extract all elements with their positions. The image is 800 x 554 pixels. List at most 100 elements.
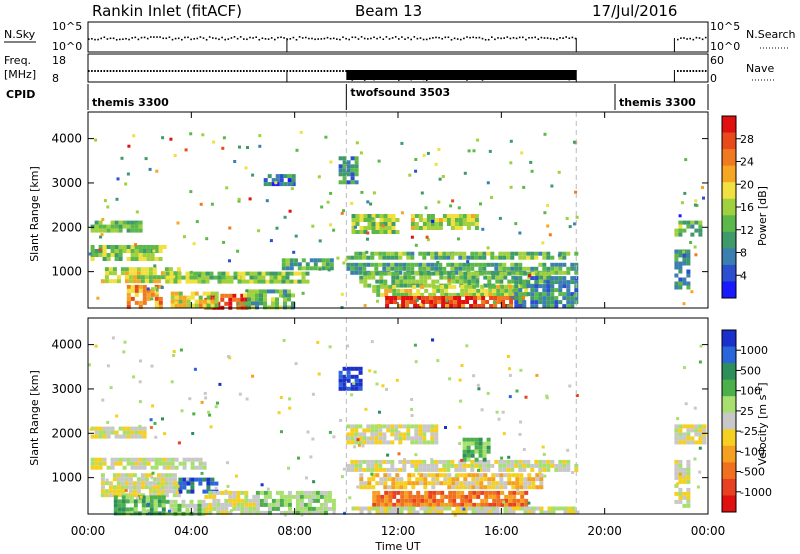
- power-cell: [138, 228, 143, 233]
- velocity-cell: [144, 485, 149, 490]
- power-cell: [138, 249, 143, 253]
- power-cell: [140, 271, 145, 276]
- power-cell: [277, 279, 282, 284]
- velocity-cell: [311, 510, 316, 515]
- nsky-point: [246, 38, 248, 41]
- nsky-point: [215, 37, 217, 40]
- power-cell: [148, 275, 153, 280]
- power-cell: [440, 292, 445, 297]
- power-cell: [277, 271, 282, 276]
- nsky-point: [311, 37, 313, 40]
- velocity-cell: [682, 424, 687, 429]
- velocity-cell: [380, 494, 385, 499]
- power-cell: [126, 224, 131, 229]
- velocity-cell: [160, 485, 165, 490]
- power-cell: [432, 284, 437, 289]
- velocity-cell: [534, 463, 539, 468]
- nsky-point: [342, 36, 344, 39]
- velocity-cell: [466, 445, 471, 450]
- velocity-cell: [350, 440, 355, 445]
- velocity-cell: [315, 494, 320, 499]
- velocity-cell: [531, 485, 536, 490]
- velocity-cell: [390, 424, 395, 429]
- power-cbar-swatch: [722, 132, 736, 150]
- power-speck: [248, 197, 252, 201]
- power-speck: [228, 259, 231, 263]
- velocity-cell: [514, 463, 519, 468]
- velocity-speck: [111, 336, 115, 340]
- power-cell: [261, 271, 266, 276]
- velocity-cell: [507, 510, 512, 515]
- power-speck: [148, 167, 152, 171]
- velocity-cell: [156, 489, 161, 494]
- freq-point: [187, 70, 189, 72]
- power-cell: [467, 271, 472, 276]
- power-cell: [514, 262, 519, 267]
- velocity-cell: [372, 494, 377, 499]
- velocity-cell: [459, 510, 464, 515]
- power-speck: [546, 204, 550, 207]
- velocity-cell: [236, 494, 241, 499]
- velocity-cell: [157, 499, 162, 504]
- velocity-cell: [358, 370, 363, 375]
- velocity-speck: [147, 502, 150, 506]
- power-cell: [474, 262, 479, 267]
- velocity-cell: [419, 481, 424, 486]
- velocity-cell: [406, 428, 411, 433]
- velocity-speck: [486, 391, 490, 395]
- nsearch-tick-bottom: 10^0: [710, 40, 740, 53]
- power-cell: [566, 251, 571, 256]
- power-cell: [202, 299, 207, 304]
- power-speck: [115, 197, 119, 201]
- velocity-cell: [523, 485, 528, 490]
- power-speck: [197, 274, 201, 278]
- velocity-cell: [126, 426, 131, 431]
- velocity-cell: [287, 498, 292, 503]
- nsky-point: [475, 36, 478, 39]
- power-cell: [473, 296, 478, 300]
- velocity-cell: [350, 386, 355, 391]
- power-cell: [186, 303, 191, 308]
- velocity-cell: [408, 490, 413, 495]
- power-cell: [446, 251, 451, 256]
- power-cell: [398, 262, 403, 267]
- velocity-cell: [164, 477, 169, 482]
- power-cell: [539, 279, 544, 284]
- velocity-cell: [136, 477, 141, 482]
- nsky-point: [301, 37, 304, 39]
- velocity-cell: [202, 465, 207, 470]
- power-cell: [408, 288, 413, 293]
- power-cell: [431, 271, 436, 276]
- velocity-cell: [190, 481, 195, 486]
- nsky-point: [559, 37, 561, 39]
- velocity-cell: [295, 510, 300, 515]
- power-cell: [682, 257, 687, 262]
- velocity-cell: [220, 510, 225, 515]
- nsky-point: [190, 38, 192, 41]
- velocity-cell: [383, 481, 388, 486]
- velocity-cell: [395, 485, 400, 490]
- power-cell: [138, 304, 143, 309]
- power-cell: [378, 262, 383, 267]
- power-speck: [687, 257, 690, 261]
- velocity-cell: [224, 490, 229, 495]
- velocity-cell: [504, 502, 509, 507]
- nsky-point: [540, 36, 543, 39]
- power-cell: [359, 214, 364, 218]
- velocity-cell: [390, 459, 395, 464]
- power-cell: [106, 228, 111, 233]
- power-cell: [678, 249, 683, 254]
- power-cell: [534, 292, 539, 297]
- velocity-cell: [430, 432, 435, 437]
- power-cell: [470, 222, 475, 226]
- x-tick-label: 20:00: [587, 524, 622, 538]
- power-cell: [402, 266, 407, 271]
- power-cell: [554, 280, 559, 285]
- velocity-cell: [359, 473, 364, 478]
- power-speck: [120, 156, 124, 160]
- power-cell: [450, 266, 455, 271]
- power-cell: [530, 292, 535, 297]
- power-cell: [413, 304, 418, 308]
- power-cell: [518, 255, 523, 260]
- velocity-cell: [463, 485, 468, 490]
